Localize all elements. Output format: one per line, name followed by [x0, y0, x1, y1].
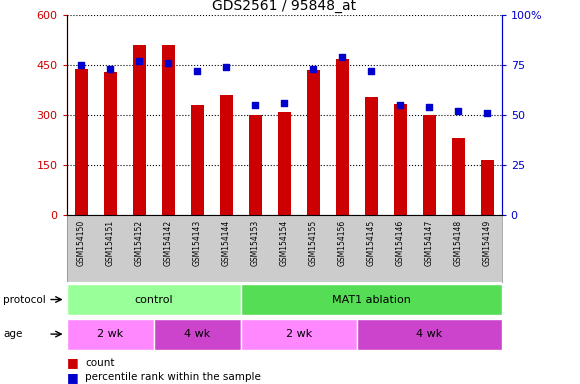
- Text: ■: ■: [67, 356, 78, 369]
- Bar: [249, 115, 262, 215]
- Point: [193, 68, 202, 74]
- Bar: [452, 139, 465, 215]
- Point: [425, 104, 434, 110]
- Bar: [154, 319, 241, 349]
- Text: 4 wk: 4 wk: [416, 329, 443, 339]
- Text: GSM154153: GSM154153: [251, 220, 260, 266]
- Bar: [357, 319, 502, 349]
- Bar: [241, 319, 357, 349]
- Text: control: control: [135, 295, 173, 305]
- Text: age: age: [3, 329, 22, 339]
- Text: percentile rank within the sample: percentile rank within the sample: [85, 372, 261, 382]
- Point: [454, 108, 463, 114]
- Text: GSM154147: GSM154147: [425, 220, 434, 266]
- Text: GSM154145: GSM154145: [367, 220, 376, 266]
- Text: GSM154150: GSM154150: [77, 220, 86, 266]
- Bar: [220, 95, 233, 215]
- Text: MAT1 ablation: MAT1 ablation: [332, 295, 411, 305]
- Point: [396, 102, 405, 108]
- Bar: [162, 45, 175, 215]
- Bar: [481, 160, 494, 215]
- Text: GSM154143: GSM154143: [193, 220, 202, 266]
- Text: 2 wk: 2 wk: [97, 329, 124, 339]
- Point: [251, 102, 260, 108]
- Text: GSM154142: GSM154142: [164, 220, 173, 266]
- Bar: [191, 105, 204, 215]
- Point: [135, 58, 144, 65]
- Point: [106, 66, 115, 72]
- Bar: [336, 59, 349, 215]
- Text: 2 wk: 2 wk: [285, 329, 312, 339]
- Point: [77, 62, 86, 68]
- Bar: [423, 115, 436, 215]
- Text: count: count: [85, 358, 115, 368]
- Text: GSM154146: GSM154146: [396, 220, 405, 266]
- Bar: [104, 72, 117, 215]
- Point: [164, 60, 173, 66]
- Bar: [394, 104, 407, 215]
- Text: GSM154155: GSM154155: [309, 220, 318, 266]
- Text: GSM154154: GSM154154: [280, 220, 289, 266]
- Bar: [241, 284, 502, 315]
- Text: protocol: protocol: [3, 295, 46, 305]
- Bar: [67, 284, 241, 315]
- Text: GSM154144: GSM154144: [222, 220, 231, 266]
- Point: [483, 110, 492, 116]
- Title: GDS2561 / 95848_at: GDS2561 / 95848_at: [212, 0, 356, 13]
- Point: [222, 64, 231, 70]
- Bar: [133, 45, 146, 215]
- Text: GSM154149: GSM154149: [483, 220, 492, 266]
- Bar: [75, 69, 88, 215]
- Bar: [67, 319, 154, 349]
- Point: [367, 68, 376, 74]
- Point: [280, 100, 289, 106]
- Bar: [365, 97, 378, 215]
- Bar: [278, 112, 291, 215]
- Point: [309, 66, 318, 72]
- Bar: [307, 70, 320, 215]
- Text: GSM154152: GSM154152: [135, 220, 144, 266]
- Text: 4 wk: 4 wk: [184, 329, 211, 339]
- Text: GSM154151: GSM154151: [106, 220, 115, 266]
- Text: GSM154148: GSM154148: [454, 220, 463, 266]
- Point: [338, 54, 347, 60]
- Text: ■: ■: [67, 371, 78, 384]
- Text: GSM154156: GSM154156: [338, 220, 347, 266]
